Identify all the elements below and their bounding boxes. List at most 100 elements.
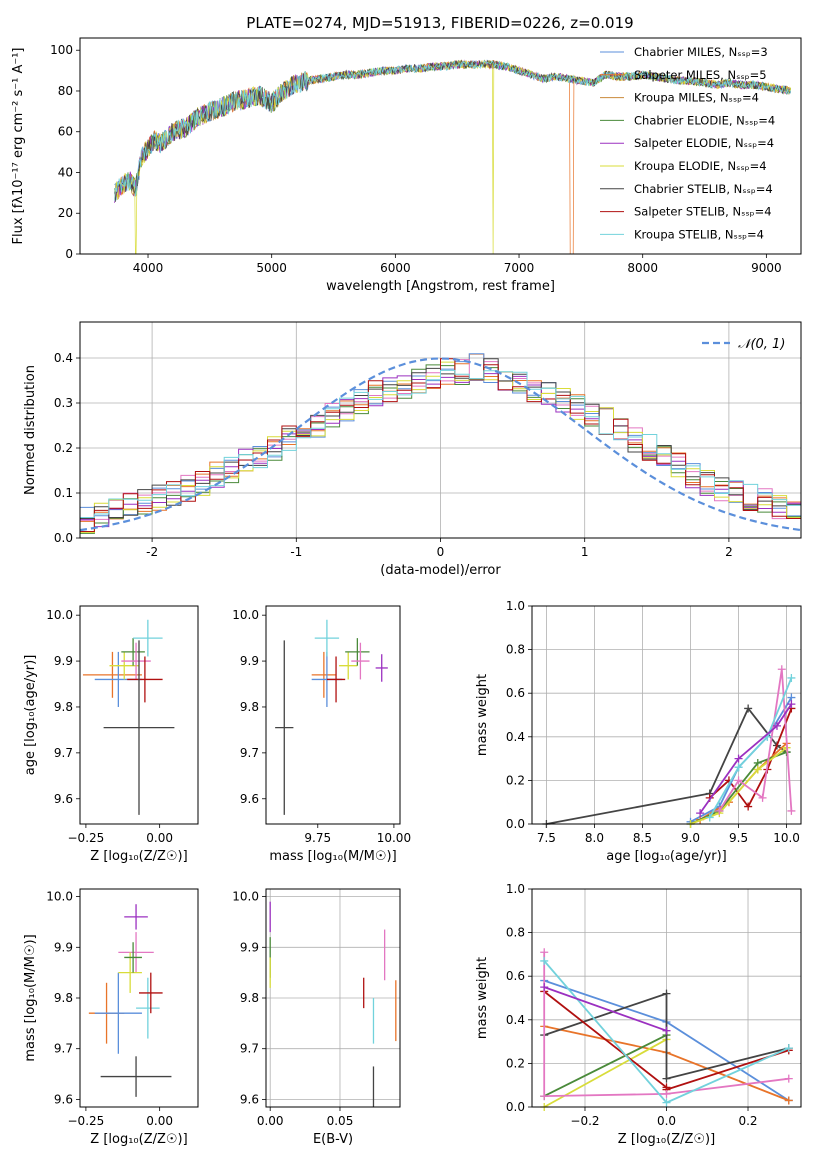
x-tick-label: 0 — [437, 545, 445, 559]
y-axis-label: mass [log₁₀(M/M☉)] — [23, 934, 38, 1061]
x-tick-label: -1 — [290, 545, 302, 559]
panel-5: 7.5 8.0 8.5 9.0 9.5 10.0 0.0 0.2 0.4 0.6 0.8 1.0 age… — [475, 599, 802, 864]
x-tick-label: 9.75 — [304, 831, 331, 845]
y-tick-label: 9.7 — [240, 746, 259, 760]
y-tick-label: 0.8 — [506, 643, 525, 657]
mass-weight-marker — [784, 1096, 793, 1105]
axes-frame — [79, 321, 802, 539]
y-tick-label: 9.8 — [54, 700, 73, 714]
y-tick-label: 9.6 — [240, 792, 259, 806]
y-tick-label: 0.0 — [506, 817, 525, 831]
y-tick-label: 9.7 — [240, 1042, 259, 1056]
x-tick-label: 7000 — [504, 261, 535, 275]
mass-weight-marker — [787, 673, 796, 682]
mass-weight-line — [543, 952, 789, 1098]
legend-entry: Chabrier MILES, Nₛₛₚ=3 — [634, 45, 768, 59]
y-tick-label: 20 — [58, 206, 73, 220]
y-tick-label: 9.6 — [54, 1092, 73, 1106]
legend-entry: Salpeter ELODIE, Nₛₛₚ=4 — [634, 136, 774, 150]
x-tick-label: 7.5 — [537, 831, 556, 845]
mass-weight-marker — [662, 989, 671, 998]
x-tick-label: −0.25 — [68, 1114, 105, 1128]
mass-weight-line — [543, 992, 790, 1080]
x-tick-label: 9.0 — [681, 831, 700, 845]
gaussian-curve — [79, 357, 802, 532]
panel-2: -2 -1 0 1 2 0.0 0.1 0.2 0.3 0.4 (data-model)/error… — [23, 321, 802, 578]
y-tick-label: 0.4 — [506, 730, 525, 744]
x-axis-label: Z [log₁₀(Z/Z☉)] — [90, 849, 187, 864]
mass-weight-marker — [696, 809, 705, 818]
y-tick-label: 0.1 — [54, 486, 73, 500]
x-tick-label: 4000 — [133, 261, 164, 275]
mass-weight-marker — [662, 1098, 671, 1107]
axes-frame — [79, 37, 802, 255]
mass-weight-marker — [540, 956, 549, 965]
axes-frame — [79, 888, 199, 1108]
x-tick-label: 2 — [725, 545, 733, 559]
x-tick-label: 0.2 — [738, 1114, 757, 1128]
y-axis-label: mass weight — [475, 674, 490, 756]
x-tick-label: 1 — [581, 545, 589, 559]
panel-8: −0.2 0.0 0.2 0.0 0.2 0.4 0.6 0.8 1.0 Z [log₁₀(Z/Z… — [475, 882, 802, 1147]
y-tick-label: 0.8 — [506, 926, 525, 940]
mass-weight-marker — [777, 665, 786, 674]
x-tick-label: 9.5 — [729, 831, 748, 845]
mass-weight-marker — [662, 1074, 671, 1083]
mass-weight-marker — [715, 806, 724, 815]
x-tick-label: 0.0 — [657, 1114, 676, 1128]
y-tick-label: 0.0 — [506, 1100, 525, 1114]
spectrum-legend: Chabrier MILES, Nₛₛₚ=3 Salpeter MILES, Nₛ… — [600, 45, 775, 241]
mass-weight-marker — [705, 813, 714, 822]
mass-weight-line — [690, 746, 788, 825]
y-tick-label: 40 — [58, 165, 73, 179]
y-tick-label: 0.4 — [54, 351, 73, 365]
y-tick-label: 80 — [58, 84, 73, 98]
panel-3: −0.25 0.00 9.6 9.7 9.8 9.9 10.0 Z [log₁₀(Z/Z☉)]… — [23, 605, 199, 864]
legend-entry: Kroupa MILES, Nₛₛₚ=4 — [634, 91, 759, 105]
y-tick-label: 1.0 — [506, 599, 525, 613]
y-tick-label: 10.0 — [46, 608, 73, 622]
mass-weight-line — [699, 703, 793, 814]
legend-entry: Salpeter STELIB, Nₛₛₚ=4 — [634, 205, 772, 219]
mass-weight-marker — [784, 1044, 793, 1053]
y-tick-label: 9.7 — [54, 1042, 73, 1056]
y-axis-label: age [log₁₀(age/yr)] — [23, 655, 38, 776]
x-tick-label: 8.5 — [633, 831, 652, 845]
mass-weight-marker — [787, 806, 796, 815]
mass-weight-marker — [662, 1089, 671, 1098]
x-tick-label: 6000 — [380, 261, 411, 275]
histogram-series — [80, 369, 801, 518]
y-tick-label: 0.0 — [54, 531, 73, 545]
y-axis-label: Flux [fλ10⁻¹⁷ erg cm⁻² s⁻¹ A⁻¹] — [11, 48, 26, 245]
y-tick-label: 0 — [65, 247, 73, 261]
y-tick-label: 9.9 — [54, 940, 73, 954]
x-tick-label: 0.00 — [257, 1114, 284, 1128]
x-tick-label: −0.25 — [68, 831, 105, 845]
y-tick-label: 0.2 — [506, 1056, 525, 1070]
mass-weight-marker — [784, 1074, 793, 1083]
y-tick-label: 0.6 — [506, 686, 525, 700]
x-tick-label: 9000 — [751, 261, 782, 275]
y-tick-label: 9.8 — [54, 991, 73, 1005]
mass-weight-marker — [540, 983, 549, 992]
y-tick-label: 10.0 — [232, 608, 259, 622]
y-tick-label: 9.8 — [240, 991, 259, 1005]
x-tick-label: 8000 — [627, 261, 658, 275]
legend-entry: Kroupa ELODIE, Nₛₛₚ=4 — [634, 159, 767, 173]
y-tick-label: 0.4 — [506, 1013, 525, 1027]
y-tick-label: 9.9 — [240, 940, 259, 954]
legend-entry: Chabrier ELODIE, Nₛₛₚ=4 — [634, 113, 775, 127]
mass-weight-line — [543, 1034, 667, 1097]
mass-weight-marker — [540, 948, 549, 957]
y-tick-label: 9.8 — [240, 700, 259, 714]
mass-weight-line — [543, 986, 667, 1032]
mass-weight-marker — [734, 776, 743, 785]
y-tick-label: 0.6 — [506, 969, 525, 983]
y-axis-label: mass weight — [475, 957, 490, 1039]
x-axis-label: Z [log₁₀(Z/Z☉)] — [90, 1132, 187, 1147]
panel-1: 4000 5000 6000 7000 8000 9000 0 20 40 60 80 100 wave… — [11, 37, 802, 294]
x-tick-label: 10.0 — [773, 831, 800, 845]
mass-weight-marker — [753, 765, 762, 774]
x-tick-label: 5000 — [256, 261, 287, 275]
gaussian-legend-label: 𝒩(0, 1) — [738, 337, 785, 352]
